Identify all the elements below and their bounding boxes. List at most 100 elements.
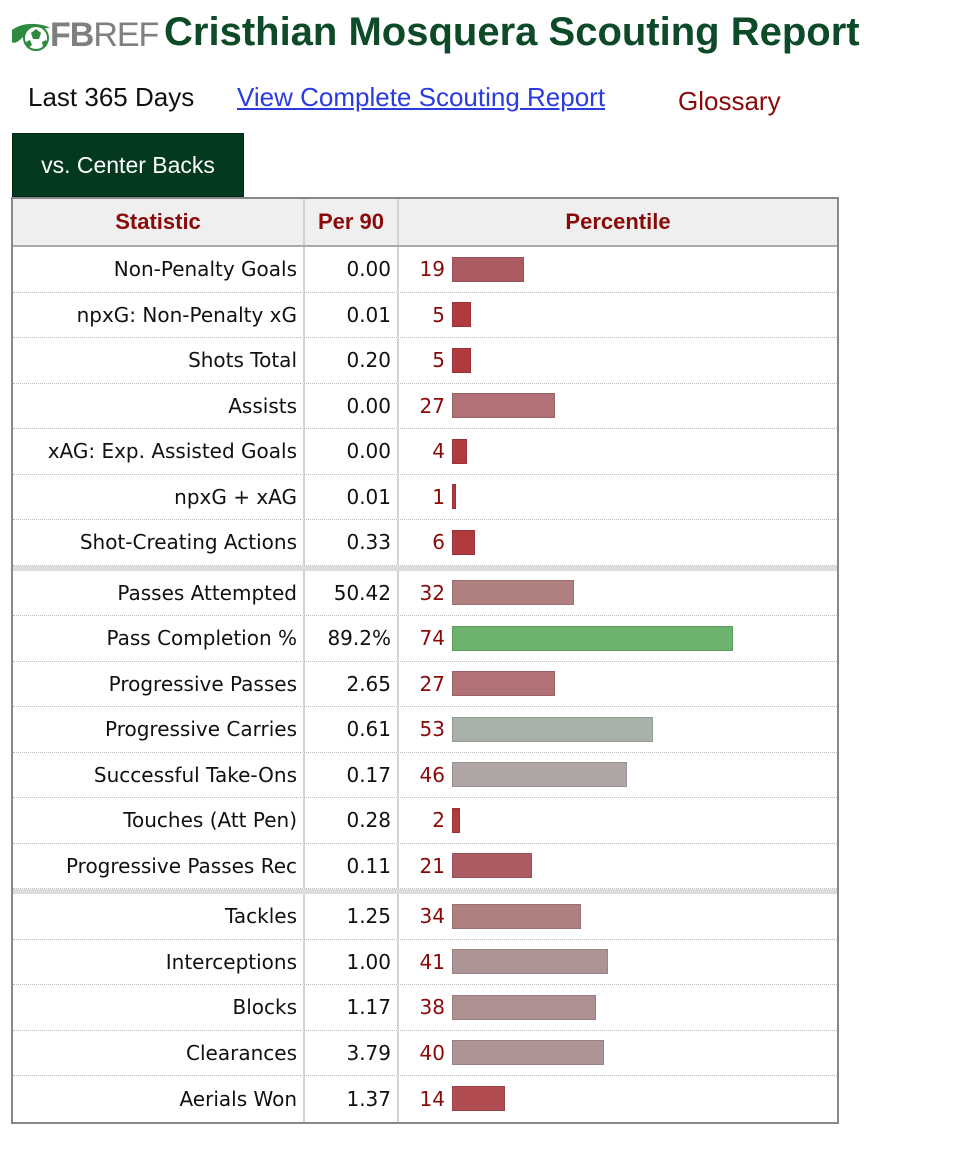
percentile-value: 74 bbox=[419, 626, 445, 651]
stat-name: Interceptions bbox=[13, 939, 305, 984]
percentile-bar-track bbox=[452, 844, 832, 889]
percentile-bar bbox=[452, 529, 475, 555]
percentile-bar bbox=[452, 1040, 604, 1066]
header-statistic[interactable]: Statistic bbox=[13, 199, 305, 245]
stat-name: npxG + xAG bbox=[13, 474, 305, 519]
stat-per90: 1.17 bbox=[305, 985, 399, 1030]
table-row: Shot-Creating Actions 0.33 6 bbox=[13, 520, 837, 566]
percentile-bar-track bbox=[452, 616, 832, 661]
percentile-value: 32 bbox=[419, 580, 445, 605]
percentile-bar bbox=[452, 716, 653, 742]
table-row: Touches (Att Pen) 0.28 2 bbox=[13, 798, 837, 844]
logo-wordmark: FBREF bbox=[50, 15, 159, 55]
percentile-value: 5 bbox=[432, 302, 445, 327]
percentile-value: 1 bbox=[432, 484, 445, 509]
percentile-bar-track bbox=[452, 753, 832, 798]
stat-per90: 0.61 bbox=[305, 707, 399, 752]
percentile-bar bbox=[452, 625, 733, 651]
logo-wordmark-bold: FB bbox=[50, 15, 94, 54]
percentile-bar-track bbox=[452, 293, 832, 338]
percentile-bar-track bbox=[452, 1031, 832, 1076]
percentile-bar bbox=[452, 580, 574, 606]
fbref-logo[interactable]: FBREF bbox=[10, 15, 159, 55]
table-row: xAG: Exp. Assisted Goals 0.00 4 bbox=[13, 429, 837, 475]
stat-name: Shot-Creating Actions bbox=[13, 520, 305, 565]
stat-per90: 0.33 bbox=[305, 520, 399, 565]
header-percentile[interactable]: Percentile bbox=[565, 209, 671, 234]
stat-name: Progressive Passes Rec bbox=[13, 843, 305, 888]
table-row: Interceptions 1.00 41 bbox=[13, 939, 837, 985]
percentile-value: 6 bbox=[432, 530, 445, 555]
percentile-value: 34 bbox=[419, 904, 445, 929]
table-body: Non-Penalty Goals 0.00 19 npxG: Non-Penalty… bbox=[13, 247, 837, 1122]
page-header: FBREF Cristhian Mosquera Scouting Report bbox=[10, 8, 970, 60]
page-title: Cristhian Mosquera Scouting Report bbox=[164, 10, 860, 54]
period-label: Last 365 Days bbox=[28, 82, 195, 112]
percentile-value: 14 bbox=[419, 1086, 445, 1111]
stat-name: Successful Take-Ons bbox=[13, 752, 305, 797]
table-row: Non-Penalty Goals 0.00 19 bbox=[13, 247, 837, 293]
stat-name: npxG: Non-Penalty xG bbox=[13, 292, 305, 337]
percentile-bar-track bbox=[452, 338, 832, 383]
stat-per90: 0.28 bbox=[305, 798, 399, 843]
stat-name: Blocks bbox=[13, 985, 305, 1030]
stat-percentile-cell: 1 bbox=[399, 475, 837, 520]
percentile-bar bbox=[452, 853, 532, 879]
stat-name: Clearances bbox=[13, 1030, 305, 1075]
percentile-bar bbox=[452, 484, 456, 510]
percentile-bar bbox=[452, 807, 460, 833]
stat-percentile-cell: 53 bbox=[399, 707, 837, 752]
stat-per90: 50.42 bbox=[305, 570, 399, 615]
stat-percentile-cell: 34 bbox=[399, 894, 837, 939]
percentile-bar-track bbox=[452, 429, 832, 474]
table-row: Successful Take-Ons 0.17 46 bbox=[13, 752, 837, 798]
tab-vs-center-backs[interactable]: vs. Center Backs bbox=[12, 133, 244, 197]
percentile-bar-track bbox=[452, 662, 832, 707]
percentile-value: 19 bbox=[419, 257, 445, 282]
stat-name: Aerials Won bbox=[13, 1076, 305, 1122]
stat-per90: 2.65 bbox=[305, 661, 399, 706]
stat-name: Non-Penalty Goals bbox=[13, 247, 305, 292]
percentile-bar bbox=[452, 671, 555, 697]
percentile-value: 27 bbox=[419, 671, 445, 696]
stat-percentile-cell: 2 bbox=[399, 798, 837, 843]
header-per90[interactable]: Per 90 bbox=[305, 199, 399, 245]
stat-percentile-cell: 40 bbox=[399, 1031, 837, 1076]
percentile-bar bbox=[452, 256, 524, 282]
table-row: Progressive Carries 0.61 53 bbox=[13, 707, 837, 753]
stat-percentile-cell: 41 bbox=[399, 940, 837, 985]
table-row: Aerials Won 1.37 14 bbox=[13, 1076, 837, 1122]
percentile-value: 4 bbox=[432, 439, 445, 464]
soccer-ball-icon bbox=[12, 23, 50, 51]
stat-per90: 89.2% bbox=[305, 616, 399, 661]
stat-name: xAG: Exp. Assisted Goals bbox=[13, 429, 305, 474]
table-row: npxG + xAG 0.01 1 bbox=[13, 474, 837, 520]
stat-percentile-cell: 46 bbox=[399, 753, 837, 798]
table-row: Progressive Passes Rec 0.11 21 bbox=[13, 843, 837, 889]
percentile-bar bbox=[452, 903, 581, 929]
stat-per90: 0.00 bbox=[305, 247, 399, 292]
view-complete-report-link[interactable]: View Complete Scouting Report bbox=[237, 82, 606, 112]
stat-per90: 0.00 bbox=[305, 429, 399, 474]
stat-percentile-cell: 19 bbox=[399, 247, 837, 292]
percentile-bar-track bbox=[452, 940, 832, 985]
stat-percentile-cell: 14 bbox=[399, 1076, 837, 1122]
glossary-link[interactable]: Glossary bbox=[678, 86, 781, 116]
table-row: Shots Total 0.20 5 bbox=[13, 338, 837, 384]
stat-name: Progressive Passes bbox=[13, 661, 305, 706]
percentile-value: 5 bbox=[432, 348, 445, 373]
stat-percentile-cell: 27 bbox=[399, 384, 837, 429]
percentile-bar bbox=[452, 994, 596, 1020]
stat-percentile-cell: 38 bbox=[399, 985, 837, 1030]
percentile-bar bbox=[452, 949, 608, 975]
stat-name: Shots Total bbox=[13, 338, 305, 383]
percentile-bar-track bbox=[452, 707, 832, 752]
stat-percentile-cell: 32 bbox=[399, 571, 837, 616]
percentile-bar bbox=[452, 393, 555, 419]
percentile-bar-track bbox=[452, 384, 832, 429]
stat-percentile-cell: 5 bbox=[399, 293, 837, 338]
stat-percentile-cell: 5 bbox=[399, 338, 837, 383]
percentile-bar-track bbox=[452, 475, 832, 520]
table-row: Blocks 1.17 38 bbox=[13, 985, 837, 1031]
stat-percentile-cell: 74 bbox=[399, 616, 837, 661]
